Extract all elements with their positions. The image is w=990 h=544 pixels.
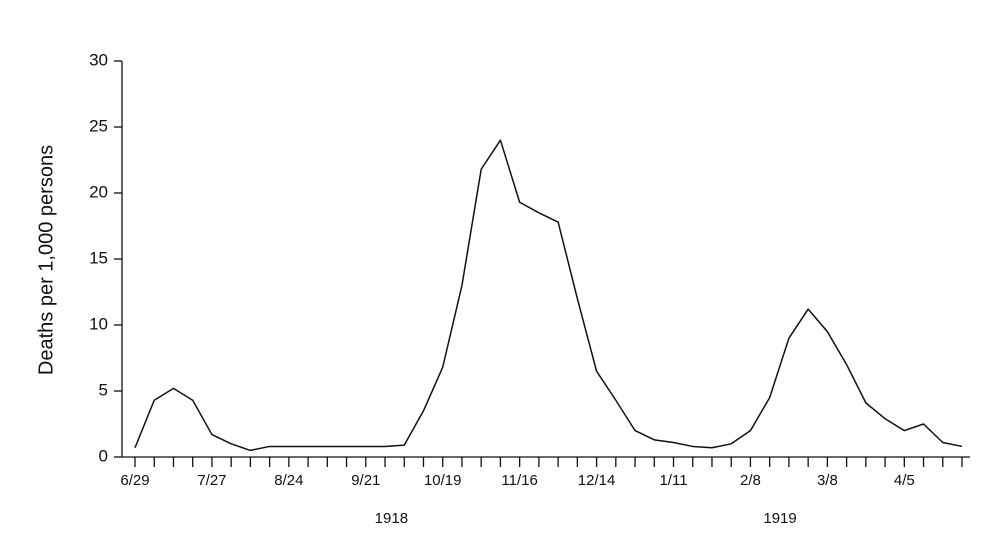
y-axis-title: Deaths per 1,000 persons	[35, 145, 57, 375]
x-tick-label: 6/29	[120, 472, 149, 489]
x-tick-label: 12/14	[578, 472, 616, 489]
x-tick-label: 10/19	[424, 472, 462, 489]
x-tick-label: 2/8	[740, 472, 761, 489]
y-tick-label: 25	[89, 116, 108, 135]
x-tick-label: 3/8	[817, 472, 838, 489]
year-label: 1918	[375, 510, 408, 527]
y-tick-label: 10	[89, 314, 108, 333]
y-tick-label: 15	[89, 248, 108, 267]
y-tick-label: 30	[89, 50, 108, 69]
y-tick-label: 20	[89, 182, 108, 201]
x-tick-label: 9/21	[351, 472, 380, 489]
x-tick-label: 4/5	[894, 472, 915, 489]
x-tick-label: 8/24	[274, 472, 303, 489]
y-tick-label: 5	[99, 380, 108, 399]
y-tick-label: 0	[99, 446, 108, 465]
x-tick-label: 11/16	[501, 472, 537, 489]
year-label: 1919	[763, 510, 796, 527]
x-tick-label: 7/27	[197, 472, 226, 489]
x-tick-label: 1/11	[659, 472, 687, 489]
data-line	[134, 139, 963, 452]
